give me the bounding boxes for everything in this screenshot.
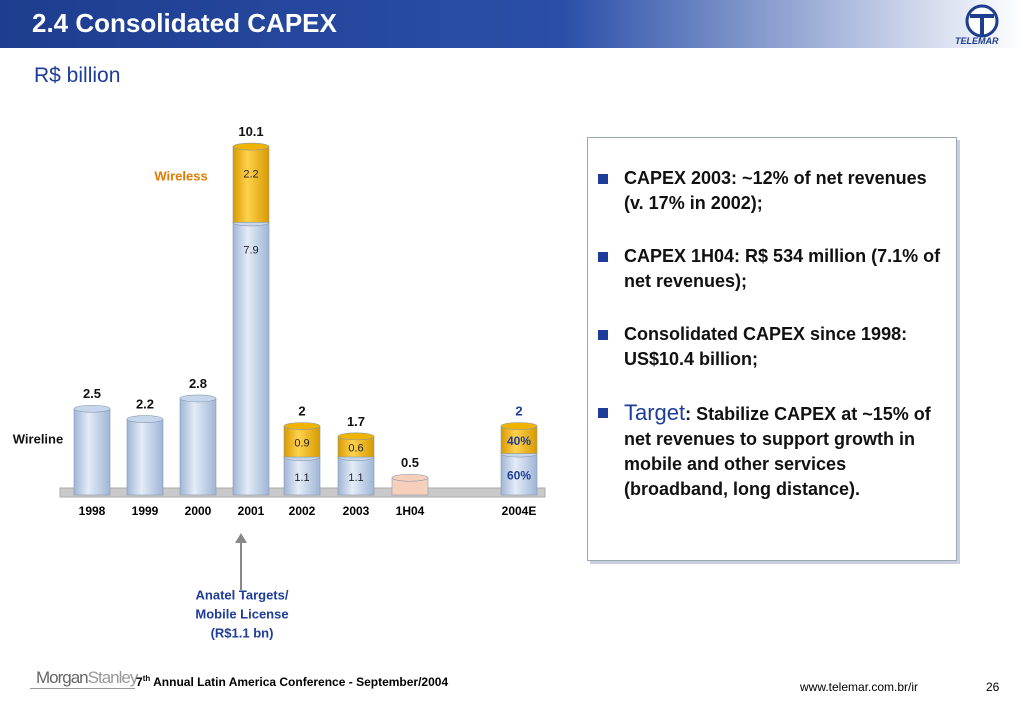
bullet-lead: Target	[624, 400, 686, 425]
segment-label: 0.9	[294, 437, 309, 449]
bar-cap	[73, 404, 111, 413]
total-label: 0.5	[401, 455, 419, 470]
bar	[126, 418, 164, 496]
bar	[73, 408, 111, 496]
legend-label: Wireless	[154, 168, 207, 183]
x-tick-label: 2003	[343, 504, 370, 518]
bullet: CAPEX 2003: ~12% of net revenues (v. 17%…	[598, 166, 946, 216]
x-tick-label: 1998	[79, 504, 106, 518]
annotation: Mobile License	[195, 606, 288, 621]
header-bar	[0, 0, 1023, 48]
bullet-box: CAPEX 2003: ~12% of net revenues (v. 17%…	[587, 137, 957, 561]
x-tick-label: 2004E	[502, 504, 537, 518]
bullet-text: CAPEX 1H04: R$ 534 million (7.1% of net …	[624, 246, 941, 291]
annotation: Anatel Targets/	[196, 587, 289, 602]
bullet: Target: Stabilize CAPEX at ~15% of net r…	[598, 400, 946, 502]
x-tick-label: 2001	[238, 504, 265, 518]
bullet-text: Consolidated CAPEX since 1998: US$10.4 b…	[624, 324, 908, 369]
annotation: (R$1.1 bn)	[211, 625, 274, 640]
bullet: Consolidated CAPEX since 1998: US$10.4 b…	[598, 322, 946, 372]
bar	[232, 222, 270, 496]
bar	[500, 425, 538, 454]
total-label: 2	[515, 403, 522, 418]
bar-cap	[337, 432, 375, 441]
bar	[283, 425, 321, 458]
conference: 7th Annual Latin America Conference - Se…	[136, 674, 448, 689]
total-label: 2.8	[189, 376, 207, 391]
x-tick-label: 2000	[185, 504, 212, 518]
sponsor-rule	[30, 688, 135, 689]
share-label: 60%	[507, 468, 531, 482]
slide-title: 2.4 Consolidated CAPEX	[32, 8, 337, 38]
logo-text: TELEMAR	[955, 36, 999, 46]
bar-cap	[283, 422, 321, 430]
bullet-text: : Stabilize CAPEX at ~15% of net revenue…	[624, 404, 931, 499]
bar	[283, 456, 321, 496]
total-label: 1.7	[347, 414, 365, 429]
x-tick-label: 1999	[132, 504, 159, 518]
conf-part: th	[142, 674, 151, 683]
bar	[500, 453, 538, 496]
page-number: 26	[986, 680, 1000, 694]
segment-label: 7.9	[243, 244, 258, 256]
total-label: 10.1	[238, 124, 263, 139]
total-label: 2.2	[136, 397, 154, 412]
annotation-arrowhead	[235, 533, 247, 543]
footer: MorganStanley 7th Annual Latin America C…	[0, 668, 1023, 708]
segment-label: 2.2	[243, 168, 258, 180]
segment-label: 0.6	[348, 443, 363, 455]
logo-icon	[965, 4, 999, 38]
legend-label: Wireline	[13, 431, 63, 446]
subtitle: R$ billion	[34, 64, 121, 87]
chart: 1998 2.5 1999 2.2 2000 2.8 2001 7.9 2.2 10.1 2002 1…	[13, 124, 546, 640]
conf-part: 7	[136, 675, 143, 689]
segment-label: 1.1	[348, 472, 363, 484]
total-label: 2.5	[83, 386, 101, 401]
bar	[232, 146, 270, 223]
sponsor-part: Morgan	[36, 668, 89, 687]
url: www.telemar.com.br/ir	[800, 680, 919, 694]
share-label: 40%	[507, 434, 531, 448]
bullet-text: CAPEX 2003: ~12% of net revenues (v. 17%…	[624, 168, 927, 213]
bar	[179, 398, 217, 496]
segment-label: 1.1	[294, 472, 309, 484]
sponsor-part: Stanley	[87, 668, 139, 687]
x-tick-label: 1H04	[396, 504, 425, 518]
bar-cap	[500, 422, 538, 430]
bar-cap	[179, 394, 217, 403]
x-tick-label: 2002	[289, 504, 316, 518]
total-label: 2	[298, 403, 305, 418]
conf-part: Annual Latin America Conference - Septem…	[150, 675, 449, 689]
bar-cap	[126, 415, 164, 423]
bullet-list: CAPEX 2003: ~12% of net revenues (v. 17%…	[588, 138, 956, 502]
sponsor-logo: MorganStanley	[36, 668, 139, 688]
bar	[337, 456, 375, 496]
bullet: CAPEX 1H04: R$ 534 million (7.1% of net …	[598, 244, 946, 294]
bar-cap	[232, 142, 270, 151]
bar-cap	[391, 473, 429, 482]
